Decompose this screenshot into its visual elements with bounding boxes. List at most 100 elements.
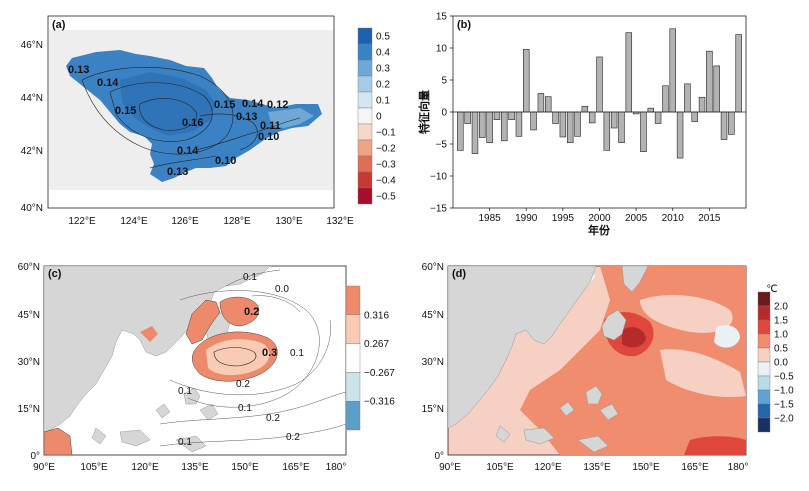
panel-d-core-region bbox=[622, 327, 646, 348]
colorbar-segment bbox=[357, 107, 373, 125]
panel-a-contour-label: 0.14 bbox=[177, 145, 199, 157]
panel-a-label: (a) bbox=[52, 19, 66, 31]
panel-d-x-tick: 180° bbox=[728, 462, 749, 473]
colorbar-segment bbox=[757, 389, 771, 405]
colorbar-segment bbox=[357, 187, 373, 205]
colorbar-segment bbox=[757, 375, 771, 391]
panel-d-light-patch bbox=[640, 295, 733, 333]
panel-b-y-ticks: 15 10 5 0 −5 −10 −15 bbox=[430, 12, 453, 215]
bar bbox=[581, 105, 589, 113]
panel-c-core-contour bbox=[213, 347, 257, 367]
colorbar-tick: −0.5 bbox=[774, 372, 794, 383]
bar bbox=[596, 56, 603, 113]
panel-c-y-tick: 30°N bbox=[18, 357, 40, 368]
panel-c-x-tick: 120°E bbox=[131, 462, 159, 473]
bar bbox=[479, 111, 486, 138]
panel-a-y-tick: 40°N bbox=[21, 203, 43, 214]
colorbar-tick: −0.2 bbox=[376, 144, 396, 155]
panel-b-y-tick: 15 bbox=[436, 12, 448, 23]
panel-b-x-tick: 2005 bbox=[625, 213, 648, 224]
colorbar-segment bbox=[357, 171, 373, 189]
panel-d-colorbar-unit: ℃ bbox=[766, 284, 777, 295]
panel-d-land-japan bbox=[601, 309, 627, 341]
panel-a-contour-label: 0.13 bbox=[167, 166, 188, 178]
bar bbox=[523, 48, 530, 113]
colorbar-tick: −1.5 bbox=[774, 400, 794, 411]
bar bbox=[559, 111, 567, 138]
panel-b-x-tick: 1990 bbox=[515, 213, 538, 224]
bar bbox=[654, 111, 662, 124]
panel-d-y-tick: 30°N bbox=[422, 357, 444, 368]
panel-d-x-tick: 135°E bbox=[583, 462, 611, 473]
bar bbox=[728, 111, 735, 135]
bar bbox=[610, 111, 618, 129]
panel-a-contour-label: 0.14 bbox=[242, 98, 264, 110]
panel-b-x-label: 年份 bbox=[588, 223, 611, 237]
panel-a-contour-2 bbox=[109, 82, 213, 142]
bar bbox=[713, 65, 720, 113]
panel-c-contour-line bbox=[179, 290, 320, 408]
colorbar-segment bbox=[357, 59, 373, 77]
panel-d-land-asia bbox=[448, 266, 597, 429]
bar bbox=[588, 111, 596, 124]
colorbar-segment bbox=[357, 155, 373, 173]
panel-c-contour-label: 0.1 bbox=[290, 348, 304, 359]
bar bbox=[676, 111, 684, 159]
panel-d-x-tick: 165°E bbox=[681, 462, 709, 473]
panel-b-x-tick: 1985 bbox=[479, 213, 502, 224]
colorbar-segment bbox=[757, 305, 771, 321]
panel-b-y-tick: −5 bbox=[436, 140, 448, 151]
panel-b-y-label: 特征向量 bbox=[417, 90, 431, 134]
panel-d-x-tick: 105°E bbox=[486, 462, 514, 473]
panel-a-contour-label: 0.15 bbox=[214, 99, 235, 111]
bar bbox=[508, 111, 515, 120]
bar bbox=[471, 111, 479, 154]
panel-b-x-tick: 2015 bbox=[698, 213, 721, 224]
panel-b-label: (b) bbox=[457, 19, 471, 31]
panel-b: (b) 15 10 5 0 −5 −10 −15 1985 1990 1995 2000 2005 2… bbox=[417, 12, 747, 237]
panel-b-x-tick: 2000 bbox=[588, 213, 611, 224]
panel-c-contour-label: 0.0 bbox=[275, 284, 289, 295]
colorbar-tick: −0.316 bbox=[364, 397, 395, 408]
bar bbox=[720, 111, 728, 140]
bar bbox=[457, 111, 464, 151]
panel-c-land-islands bbox=[91, 387, 219, 453]
panel-d-light-patch bbox=[660, 349, 746, 398]
panel-d-land-islands bbox=[495, 385, 619, 453]
colorbar-tick: 0.316 bbox=[364, 310, 389, 321]
colorbar-tick: 0.3 bbox=[376, 64, 390, 75]
panel-a-light-field bbox=[268, 108, 314, 128]
panel-c-y-tick: 15°N bbox=[18, 404, 40, 415]
panel-a-x-tick: 128°E bbox=[223, 216, 251, 227]
panel-a-contour-6 bbox=[149, 155, 217, 169]
bar bbox=[669, 28, 676, 113]
panel-a-x-ticks: 122°E 124°E 126°E 128°E 130°E 132°E bbox=[68, 216, 354, 227]
panel-a-inner-field bbox=[120, 72, 216, 136]
panel-c-positive-region-china bbox=[140, 326, 158, 342]
panel-a: 0.13 0.14 0.15 0.16 0.15 0.14 0.12 0.13 … bbox=[21, 15, 396, 227]
colorbar-tick: −0.1 bbox=[376, 128, 396, 139]
panel-a-y-ticks: 46°N 44°N 42°N 40°N bbox=[21, 40, 43, 214]
bar bbox=[493, 111, 501, 120]
colorbar-segment bbox=[757, 333, 771, 349]
panel-c-land-asia bbox=[44, 266, 271, 433]
panel-c-y-tick: 0° bbox=[30, 451, 40, 462]
colorbar-tick: 0.267 bbox=[364, 339, 389, 350]
panel-a-contour-3 bbox=[139, 98, 197, 131]
colorbar-tick: 0.4 bbox=[376, 48, 390, 59]
bar bbox=[486, 111, 493, 144]
colorbar-tick: 0.1 bbox=[376, 96, 390, 107]
bar bbox=[691, 111, 698, 122]
panel-c-contour-line bbox=[169, 319, 331, 396]
colorbar-segment bbox=[357, 139, 373, 157]
panel-a-x-tick: 126°E bbox=[171, 216, 199, 227]
panel-a-contour-label: 0.11 bbox=[260, 120, 281, 132]
colorbar-tick: −1.0 bbox=[774, 386, 794, 397]
bar bbox=[603, 111, 611, 151]
panel-d-y-ticks: 60°N 45°N 30°N 15°N 0° bbox=[422, 262, 444, 462]
bar bbox=[574, 111, 581, 137]
panel-c: 0.1 0.0 0.2 0.3 0.1 0.2 0.1 0.1 0.2 0.1 … bbox=[18, 262, 396, 473]
panel-c-contour-label: 0.1 bbox=[238, 403, 252, 414]
panel-b-y-tick: 0 bbox=[441, 108, 447, 119]
